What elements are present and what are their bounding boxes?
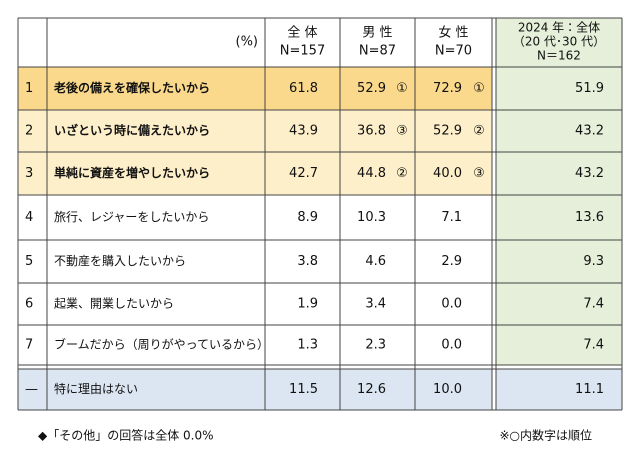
rank: 7 xyxy=(25,338,33,353)
row-bg xyxy=(18,325,492,365)
row-bg-2024 xyxy=(496,195,622,240)
male-value: 3.4 xyxy=(365,297,386,312)
note: ※○内数字は順位 xyxy=(499,428,592,443)
column-n: N=157 xyxy=(280,44,325,59)
total-value: 1.9 xyxy=(297,297,318,312)
female-value: 52.9 xyxy=(433,124,462,139)
row-bg xyxy=(18,240,492,283)
value-2024: 51.9 xyxy=(575,81,604,96)
value-2024: 7.4 xyxy=(583,297,604,312)
value-2024: 13.6 xyxy=(575,210,604,225)
column-title: 2024 年：全体 xyxy=(518,21,600,35)
rank: 6 xyxy=(25,297,33,312)
row-bg-2024 xyxy=(496,369,622,410)
female-value: 10.0 xyxy=(433,382,462,397)
column-title: 全 体 xyxy=(287,26,317,41)
male-rank: ③ xyxy=(396,124,408,139)
row-bg xyxy=(18,195,492,240)
total-value: 11.5 xyxy=(289,382,318,397)
reason: 単純に資産を増やしたいから xyxy=(54,165,210,180)
reason: 不動産を購入したいから xyxy=(54,254,186,268)
row-bg-2024 xyxy=(496,110,622,152)
row-bg xyxy=(18,283,492,325)
male-value: 52.9 xyxy=(357,81,386,96)
rank: 4 xyxy=(25,210,33,225)
total-value: 8.9 xyxy=(297,210,318,225)
header-bg xyxy=(18,18,492,67)
row-bg-2024 xyxy=(496,325,622,365)
reason: 老後の備えを確保したいから xyxy=(54,80,210,95)
reason: 旅行、レジャーをしたいから xyxy=(54,210,209,224)
unit-label: (%) xyxy=(236,35,259,50)
male-rank: ② xyxy=(396,166,408,181)
rank: 1 xyxy=(25,81,33,96)
row-bg-2024 xyxy=(496,67,622,110)
column-title: 女 性 xyxy=(438,26,468,41)
row-bg-2024 xyxy=(496,283,622,325)
male-value: 36.8 xyxy=(357,124,386,139)
row-bg-2024 xyxy=(496,240,622,283)
reason: 起業、開業したいから xyxy=(54,297,174,311)
female-rank: ① xyxy=(473,81,485,96)
reason: ブームだから（周りがやっているから） xyxy=(54,337,269,352)
total-value: 43.9 xyxy=(289,124,318,139)
rank: 3 xyxy=(25,166,33,181)
row-bg xyxy=(18,369,492,410)
female-value: 0.0 xyxy=(441,297,462,312)
column-title: 男 性 xyxy=(362,26,392,41)
row-bg xyxy=(18,152,492,195)
female-value: 72.9 xyxy=(433,81,462,96)
column-n: N＝162 xyxy=(537,49,581,63)
male-value: 10.3 xyxy=(357,210,386,225)
male-rank: ① xyxy=(396,81,408,96)
female-value: 2.9 xyxy=(441,254,462,269)
male-value: 4.6 xyxy=(365,254,386,269)
reason: いざという時に備えたいから xyxy=(54,123,210,138)
value-2024: 11.1 xyxy=(575,382,604,397)
male-value: 2.3 xyxy=(365,338,386,353)
value-2024: 43.2 xyxy=(575,124,604,139)
total-value: 61.8 xyxy=(289,81,318,96)
row-bg xyxy=(18,110,492,152)
row-bg xyxy=(18,67,492,110)
rank: — xyxy=(25,382,38,397)
column-n: N=70 xyxy=(435,44,472,59)
value-2024: 7.4 xyxy=(583,338,604,353)
male-value: 44.8 xyxy=(357,166,386,181)
note: ◆「その他」の回答は全体 0.0% xyxy=(38,428,214,443)
female-rank: ③ xyxy=(473,166,485,181)
reason: 特に理由はない xyxy=(54,381,138,396)
female-value: 7.1 xyxy=(441,210,462,225)
rank: 2 xyxy=(25,124,33,139)
female-value: 40.0 xyxy=(433,166,462,181)
header-bg-2024 xyxy=(496,18,622,67)
column-n: N=87 xyxy=(359,44,396,59)
female-value: 0.0 xyxy=(441,338,462,353)
value-2024: 43.2 xyxy=(575,166,604,181)
total-value: 42.7 xyxy=(289,166,318,181)
value-2024: 9.3 xyxy=(583,254,604,269)
male-value: 12.6 xyxy=(357,382,386,397)
rank: 5 xyxy=(25,254,33,269)
column-subtitle: （20 代･30 代） xyxy=(513,35,605,49)
female-rank: ② xyxy=(473,124,485,139)
total-value: 1.3 xyxy=(297,338,318,353)
total-value: 3.8 xyxy=(297,254,318,269)
row-bg-2024 xyxy=(496,152,622,195)
